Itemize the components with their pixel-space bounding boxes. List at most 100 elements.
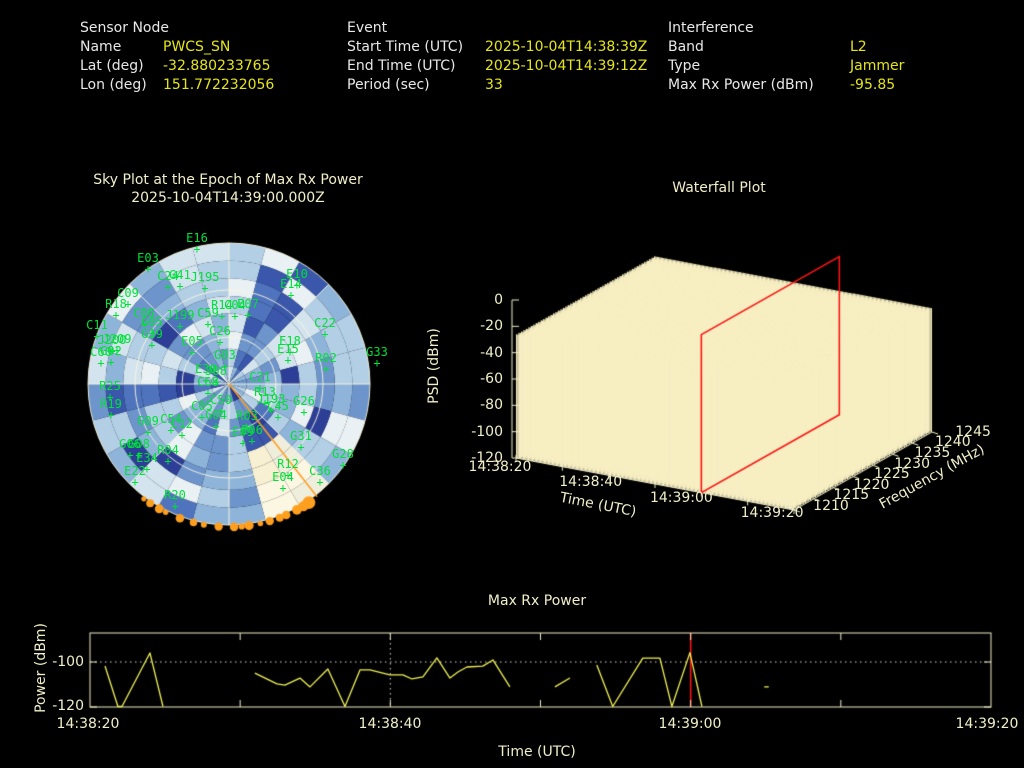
tick-label: -60 <box>480 371 503 387</box>
satellite-marker: + <box>204 317 212 331</box>
satellite-marker: + <box>126 448 134 462</box>
satellite-marker: + <box>176 279 184 293</box>
satellite-label: R04 <box>157 443 179 457</box>
satellite-marker: + <box>93 329 101 343</box>
satellite-label: C54 <box>160 412 182 426</box>
interference-power-label: Max Rx Power (dBm) <box>668 77 814 93</box>
satellite-label: C11 <box>86 318 108 332</box>
satellite-marker: + <box>131 475 139 489</box>
interference-power-value: -95.85 <box>850 77 896 93</box>
event-end-value: 2025-10-04T14:39:12Z <box>485 58 648 74</box>
satellite-label: G05 <box>141 315 163 329</box>
satellite-label: C22 <box>314 316 336 330</box>
satellite-label: R25 <box>99 379 121 393</box>
tick-label: 1220 <box>853 476 890 493</box>
satellite-marker: + <box>148 326 156 340</box>
satellite-label: G41 <box>169 268 191 282</box>
satellite-marker: + <box>135 448 143 462</box>
satellite-marker: + <box>188 345 196 359</box>
power-x-axis-label: Time (UTC) <box>498 744 576 760</box>
satellite-label: R13 <box>254 385 276 399</box>
satellite-marker: + <box>274 410 282 424</box>
satellite-label: R12 <box>277 457 299 471</box>
satellite-label: C26 <box>209 324 231 338</box>
satellite-marker: + <box>113 343 121 357</box>
satellite-marker: + <box>321 327 329 341</box>
satellite-label: E14 <box>280 277 302 291</box>
tick-label: -120 <box>471 450 503 466</box>
satellite-label: G04 <box>205 408 227 422</box>
satellite-marker: + <box>144 425 152 439</box>
satellite-marker: + <box>244 308 252 322</box>
satellite-marker: + <box>267 403 275 417</box>
tick-label: 14:38:20 <box>56 716 120 732</box>
sensor-name-value: PWCS_SN <box>163 39 231 55</box>
satellite-label: E03 <box>137 251 159 265</box>
satellite-marker: + <box>178 428 186 442</box>
satellite-marker: + <box>201 281 209 295</box>
satellite-marker: + <box>164 280 172 294</box>
event-section-title: Event <box>347 20 388 36</box>
satellite-marker: + <box>300 405 308 419</box>
tick-label: 1210 <box>813 498 849 514</box>
tick-label: 1215 <box>833 487 870 504</box>
satellite-label: G26 <box>293 394 315 408</box>
tick-label: 14:39:20 <box>955 716 1019 732</box>
satellite-marker: + <box>284 468 292 482</box>
sensor-name-label: Name <box>80 39 122 55</box>
satellite-label: E10 <box>286 267 308 281</box>
satellite-label: R19 <box>100 397 122 411</box>
satellite-label: C05 <box>191 399 213 413</box>
satellite-label: G28 <box>332 447 354 461</box>
sensor-lat-value: -32.880233765 <box>163 58 271 74</box>
tick-label: 14:39:20 <box>740 504 804 521</box>
satellite-label: C59 <box>197 306 219 320</box>
tick-label: -80 <box>480 397 503 414</box>
satellite-marker: + <box>212 419 220 433</box>
sensor-lat-label: Lat (deg) <box>80 58 144 74</box>
satellite-label: R14 <box>211 298 233 312</box>
satellite-marker: + <box>202 373 210 387</box>
event-end-label: End Time (UTC) <box>347 58 456 74</box>
satellite-label: J209 <box>102 332 132 346</box>
satellite-marker: + <box>286 345 294 359</box>
satellite-label: C45 <box>267 399 289 413</box>
satellite-marker: + <box>284 353 292 367</box>
sensor-lon-label: Lon (deg) <box>80 77 147 93</box>
satellite-marker: + <box>176 319 184 333</box>
satellite-label: J200 <box>97 333 127 347</box>
satellite-label: E30 <box>195 362 217 376</box>
satellite-marker: + <box>107 355 115 369</box>
satellite-marker: + <box>112 308 120 322</box>
power-y-axis-label: Power (dBm) <box>33 623 49 713</box>
satellite-marker: + <box>97 356 105 370</box>
satellite-label: E15 <box>277 342 299 356</box>
tick-label: 14:38:40 <box>559 474 623 491</box>
satellite-marker: + <box>339 458 347 472</box>
satellite-label: C36 <box>309 464 331 478</box>
sensor-lon-value: 151.772232056 <box>163 77 275 93</box>
tick-label: 0 <box>494 292 503 308</box>
tick-label: -120 <box>52 698 84 714</box>
satellite-label: G08 <box>128 437 150 451</box>
interference-section-title: Interference <box>668 20 754 36</box>
tick-label: 1245 <box>955 423 991 440</box>
tick-label: -100 <box>52 654 84 670</box>
satellite-marker: + <box>148 338 156 352</box>
satellite-label: C60 <box>90 345 112 359</box>
interference-band-value: L2 <box>850 39 867 55</box>
satellite-marker: + <box>279 481 287 495</box>
tick-label: 1230 <box>894 455 931 472</box>
satellite-marker: + <box>143 462 151 476</box>
satellite-marker: + <box>322 362 330 376</box>
satellite-marker: + <box>140 317 148 331</box>
satellite-label: R02 <box>315 351 337 365</box>
tick-label: 1235 <box>914 445 951 461</box>
satellite-label: C04 <box>224 298 246 312</box>
satellite-marker: + <box>297 440 305 454</box>
satellite-label: C09 <box>117 286 139 300</box>
satellite-label: E16 <box>186 231 208 245</box>
satellite-marker: + <box>243 420 251 434</box>
sensor-node-section-title: Sensor Node <box>80 20 169 36</box>
